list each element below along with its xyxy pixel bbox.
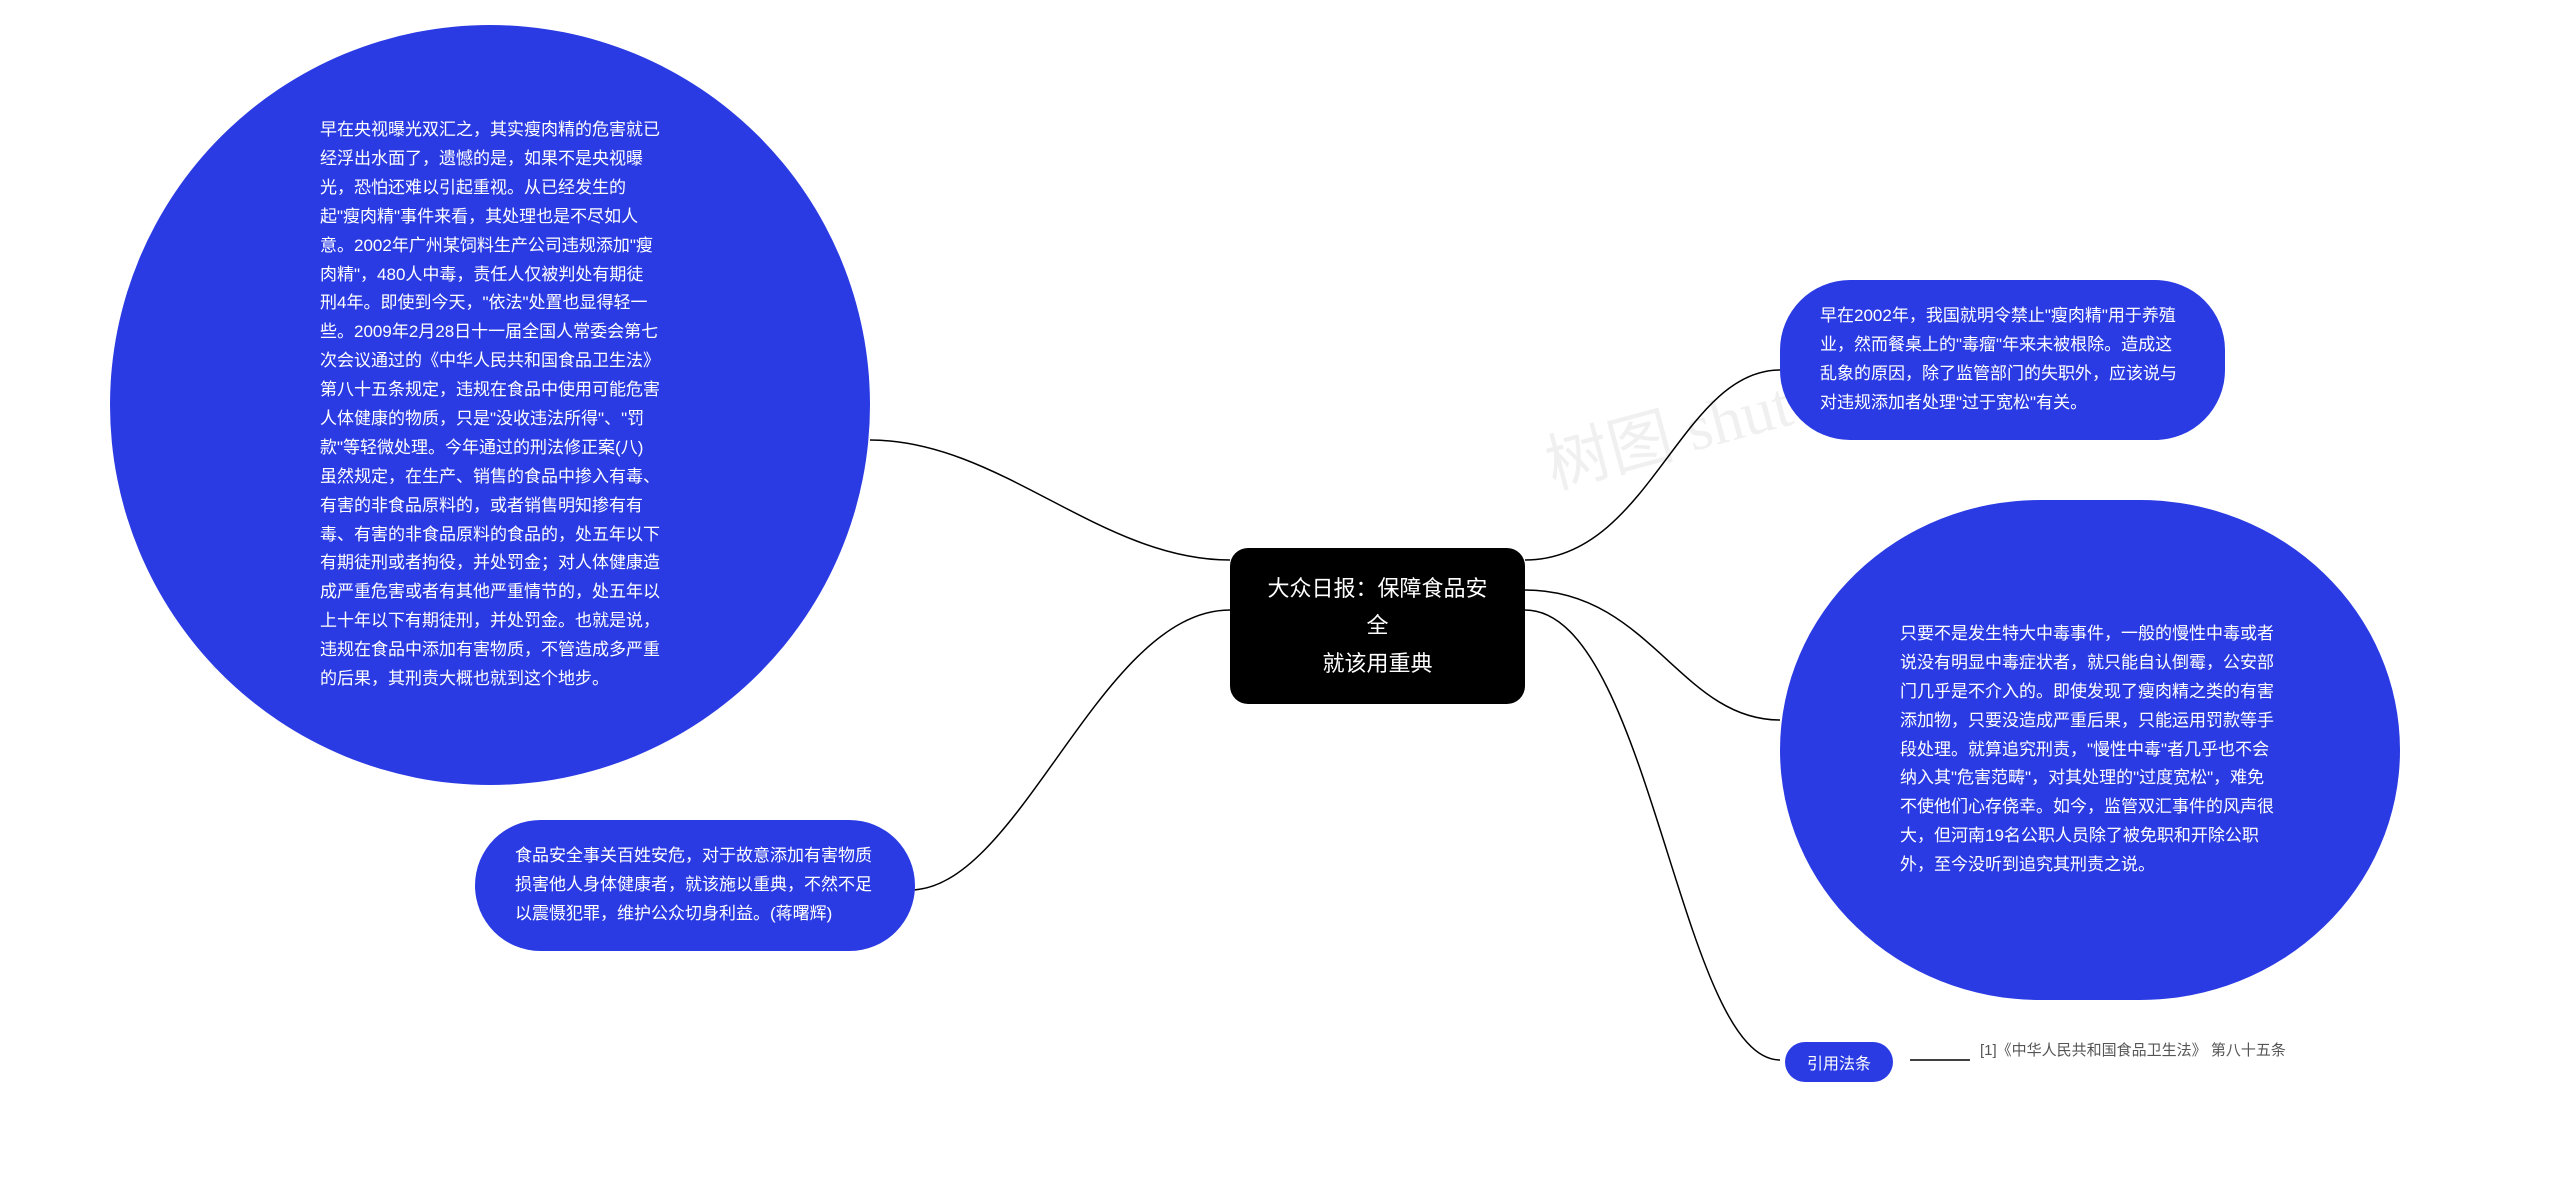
right-node-2-text: 只要不是发生特大中毒事件，一般的慢性中毒或者说没有明显中毒症状者，就只能自认倒霉…	[1900, 620, 2280, 880]
center-title-line2: 就该用重典	[1260, 645, 1495, 682]
right-node-2: 只要不是发生特大中毒事件，一般的慢性中毒或者说没有明显中毒症状者，就只能自认倒霉…	[1780, 500, 2400, 1000]
right-node-1: 早在2002年，我国就明令禁止"瘦肉精"用于养殖业，然而餐桌上的"毒瘤"年来未被…	[1780, 280, 2225, 440]
left-node-2-text: 食品安全事关百姓安危，对于故意添加有害物质损害他人身体健康者，就该施以重典，不然…	[515, 842, 875, 929]
left-node-1-text: 早在央视曝光双汇之，其实瘦肉精的危害就已经浮出水面了，遗憾的是，如果不是央视曝光…	[320, 116, 660, 694]
left-node-1: 早在央视曝光双汇之，其实瘦肉精的危害就已经浮出水面了，遗憾的是，如果不是央视曝光…	[110, 25, 870, 785]
left-node-2: 食品安全事关百姓安危，对于故意添加有害物质损害他人身体健康者，就该施以重典，不然…	[475, 820, 915, 951]
mindmap-canvas: 树图 shutu.cn 树图 shutu.cn 大众日报：保障食品安全 就该用重…	[0, 0, 2560, 1187]
right-node-1-text: 早在2002年，我国就明令禁止"瘦肉精"用于养殖业，然而餐桌上的"毒瘤"年来未被…	[1820, 302, 2185, 418]
right-node-3-ref: [1]《中华人民共和国食品卫生法》 第八十五条	[1980, 1040, 2340, 1063]
center-topic: 大众日报：保障食品安全 就该用重典	[1230, 548, 1525, 704]
right-node-3-label: 引用法条	[1785, 1042, 1893, 1082]
center-title-line1: 大众日报：保障食品安全	[1260, 570, 1495, 645]
